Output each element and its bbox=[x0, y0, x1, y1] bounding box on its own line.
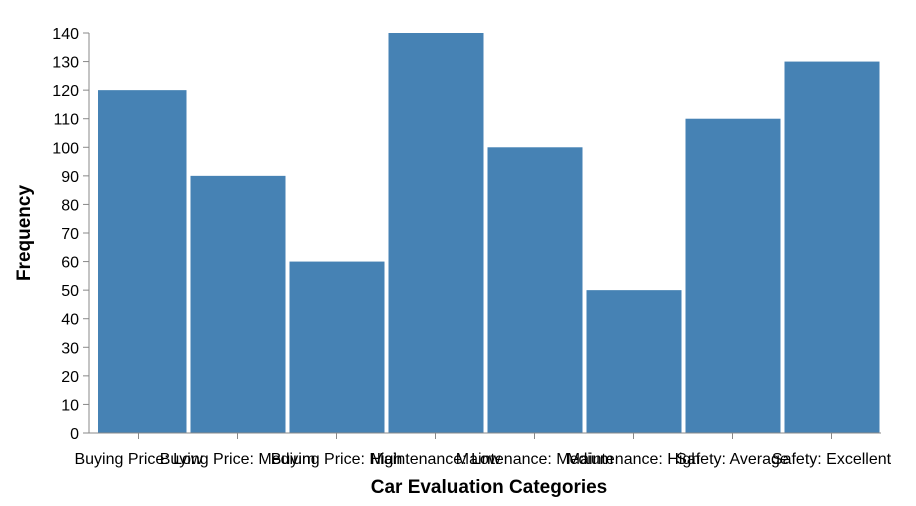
x-tick-label: Maintenance: Low bbox=[371, 451, 501, 468]
x-tick-label: Buying Price: High bbox=[271, 451, 403, 468]
x-tick-label: Buying Price: Low bbox=[74, 451, 203, 468]
bar-5 bbox=[586, 290, 682, 433]
y-tick-label: 110 bbox=[53, 112, 79, 129]
bar-0 bbox=[98, 90, 187, 434]
y-tick-label: 130 bbox=[52, 55, 79, 72]
y-tick-label: 60 bbox=[61, 255, 79, 272]
y-tick-label: 70 bbox=[61, 226, 79, 243]
y-tick-label: 100 bbox=[52, 140, 79, 157]
y-tick-label: 20 bbox=[61, 369, 79, 386]
x-tick-label: Buying Price: Medium bbox=[160, 451, 316, 468]
y-axis: 0 10 20 30 40 50 60 70 80 90 100 110 120 130 140 bbox=[52, 26, 90, 443]
y-tick-label: 80 bbox=[61, 197, 79, 214]
bar-7 bbox=[784, 61, 880, 433]
y-tick-label: 30 bbox=[61, 340, 79, 357]
bar-3 bbox=[388, 33, 484, 433]
y-tick-label: 120 bbox=[52, 83, 79, 100]
y-tick-label: 140 bbox=[52, 26, 79, 43]
bar-2 bbox=[289, 261, 385, 433]
x-tick-label: Maintenance: High bbox=[567, 451, 700, 468]
bar-4 bbox=[487, 147, 583, 434]
x-tick-label: Maintenance: Medium bbox=[456, 451, 613, 468]
y-tick-label: 0 bbox=[70, 426, 79, 443]
bars-group bbox=[98, 33, 880, 434]
x-tick-label: Safety: Excellent bbox=[772, 451, 892, 468]
bar-6 bbox=[685, 118, 781, 433]
y-tick-label: 10 bbox=[61, 397, 79, 414]
y-tick-label: 90 bbox=[61, 169, 79, 186]
y-tick-label: 50 bbox=[61, 283, 79, 300]
y-tick-label: 40 bbox=[61, 312, 79, 329]
y-axis-title: Frequency bbox=[14, 185, 35, 282]
x-axis-title: Car Evaluation Categories bbox=[371, 477, 608, 498]
bar-1 bbox=[190, 175, 286, 433]
x-tick-label: Safety: Average bbox=[676, 451, 789, 468]
